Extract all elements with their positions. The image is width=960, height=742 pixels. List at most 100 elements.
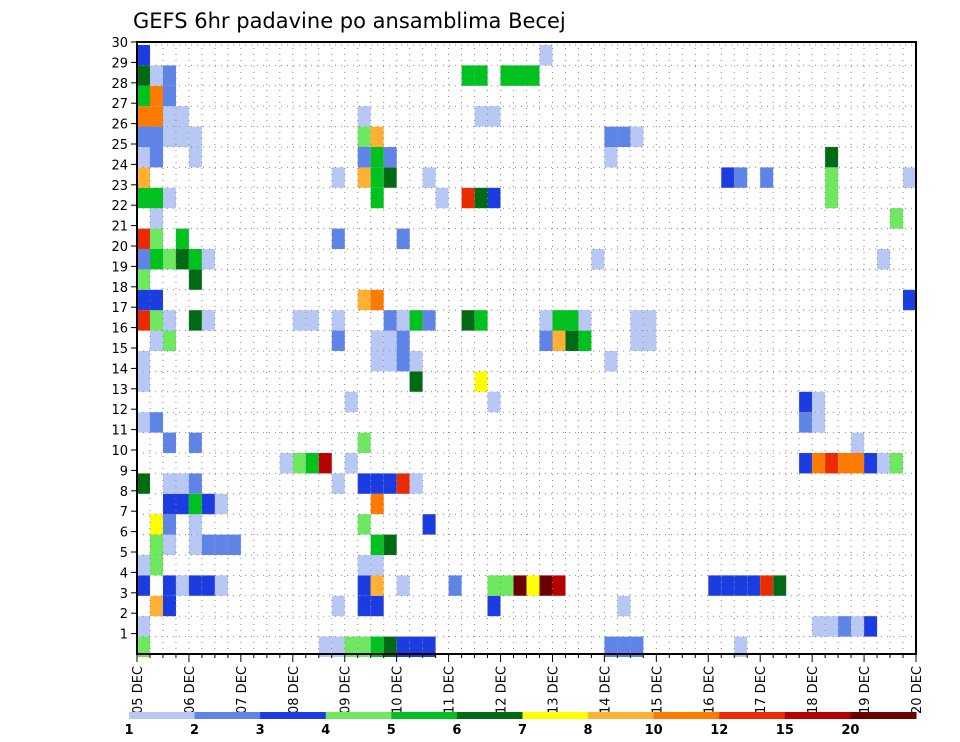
precip-cell bbox=[150, 330, 163, 351]
x-tick-label: 18 DEC bbox=[806, 666, 821, 714]
colorbar-label: 4 bbox=[321, 723, 330, 738]
colorbar-swatch bbox=[588, 712, 655, 719]
precip-cell bbox=[137, 555, 150, 576]
precip-cell bbox=[383, 636, 397, 657]
precip-cell bbox=[188, 473, 202, 494]
colorbar-swatch bbox=[391, 712, 458, 719]
precip-cell bbox=[604, 636, 618, 657]
precip-cell bbox=[163, 310, 176, 331]
x-tick-label: 15 DEC bbox=[650, 666, 665, 714]
precip-cell bbox=[163, 534, 176, 555]
precip-cell bbox=[461, 65, 475, 86]
precip-cell bbox=[318, 636, 332, 657]
precip-cell bbox=[201, 575, 215, 596]
x-tick-label: 13 DEC bbox=[546, 666, 561, 714]
precip-cell bbox=[201, 534, 215, 555]
y-tick-label: 25 bbox=[111, 138, 128, 153]
precip-cell bbox=[487, 575, 501, 596]
precip-cell bbox=[396, 351, 410, 372]
precip-cell bbox=[175, 106, 189, 127]
y-tick-label: 28 bbox=[111, 77, 128, 92]
precip-cell bbox=[474, 65, 488, 86]
x-tick-label: 10 DEC bbox=[391, 666, 406, 714]
precip-cell bbox=[825, 453, 839, 474]
y-tick-label: 27 bbox=[111, 97, 128, 112]
precip-cell bbox=[370, 636, 384, 657]
precip-cell bbox=[552, 575, 566, 596]
colorbar-label: 3 bbox=[256, 723, 265, 738]
precip-cell bbox=[292, 310, 306, 331]
precip-cell bbox=[150, 208, 163, 229]
precip-cell bbox=[617, 595, 631, 617]
y-tick-label: 20 bbox=[111, 240, 128, 255]
precip-cell bbox=[812, 391, 826, 413]
precip-cell bbox=[422, 310, 436, 331]
precip-cell bbox=[370, 330, 384, 351]
precip-cell bbox=[591, 249, 605, 270]
precip-cell bbox=[292, 453, 306, 474]
precip-cell bbox=[279, 453, 293, 474]
precip-cell bbox=[357, 167, 371, 188]
colorbar-label: 8 bbox=[584, 723, 593, 738]
precip-cell bbox=[383, 473, 397, 494]
x-tick-label: 14 DEC bbox=[598, 666, 613, 714]
colorbar-swatch bbox=[260, 712, 327, 719]
chart-title: GEFS 6hr padavine po ansamblima Becej bbox=[133, 9, 566, 33]
y-tick-label: 13 bbox=[111, 383, 128, 398]
precip-cell bbox=[188, 310, 202, 331]
precip-cell bbox=[137, 412, 150, 433]
y-tick-label: 2 bbox=[120, 607, 128, 622]
precip-cell bbox=[396, 636, 410, 657]
x-tick-label: 11 DEC bbox=[443, 666, 458, 714]
precip-cell bbox=[357, 636, 371, 657]
precip-cell bbox=[357, 555, 371, 576]
precip-cell bbox=[188, 269, 202, 290]
precip-cell bbox=[188, 249, 202, 270]
x-tick-label: 19 DEC bbox=[858, 666, 873, 714]
precip-cell bbox=[227, 534, 241, 555]
colorbar-swatch bbox=[784, 712, 851, 719]
y-tick-label: 21 bbox=[111, 220, 128, 235]
precip-cell bbox=[137, 310, 150, 331]
precip-cell bbox=[851, 432, 865, 453]
precip-cell bbox=[188, 575, 202, 596]
precip-cell bbox=[137, 65, 150, 86]
precip-cell bbox=[825, 167, 839, 188]
precip-cell bbox=[487, 187, 501, 209]
precip-cell bbox=[734, 636, 748, 657]
precip-cell bbox=[565, 330, 579, 351]
precip-cell bbox=[150, 412, 163, 433]
precip-cell bbox=[422, 167, 436, 188]
precip-cell bbox=[370, 473, 384, 494]
precip-cell bbox=[734, 167, 748, 188]
precip-cell bbox=[396, 330, 410, 351]
y-tick-label: 30 bbox=[111, 36, 128, 51]
precip-cell bbox=[188, 514, 202, 535]
precip-cell bbox=[188, 493, 202, 515]
x-tick-label: 16 DEC bbox=[702, 666, 717, 714]
precip-cell bbox=[175, 575, 189, 596]
precip-cell bbox=[357, 106, 371, 127]
precip-cell bbox=[214, 534, 228, 555]
precip-cell bbox=[708, 575, 722, 596]
y-tick-label: 3 bbox=[120, 587, 128, 602]
precip-cell bbox=[383, 534, 397, 555]
y-tick-label: 19 bbox=[111, 260, 128, 275]
colorbar-label: 1 bbox=[124, 723, 133, 738]
precip-cell bbox=[643, 330, 657, 351]
precip-cell bbox=[422, 636, 436, 657]
x-axis: 05 DEC 06 DEC 07 DEC 08 DEC 09 DEC 10 DEC 11 D… bbox=[131, 654, 925, 714]
precip-cell bbox=[163, 493, 176, 515]
y-tick-label: 4 bbox=[120, 566, 128, 581]
y-tick-label: 22 bbox=[111, 199, 128, 214]
precip-cell bbox=[137, 187, 150, 209]
precip-cell bbox=[150, 65, 163, 86]
precip-cell bbox=[137, 289, 150, 311]
precip-cell bbox=[877, 453, 890, 474]
precip-cell bbox=[409, 473, 423, 494]
precip-cell bbox=[513, 575, 527, 596]
precip-cell bbox=[864, 616, 878, 637]
precip-cell bbox=[137, 228, 150, 249]
colorbar-label: 12 bbox=[710, 723, 728, 738]
